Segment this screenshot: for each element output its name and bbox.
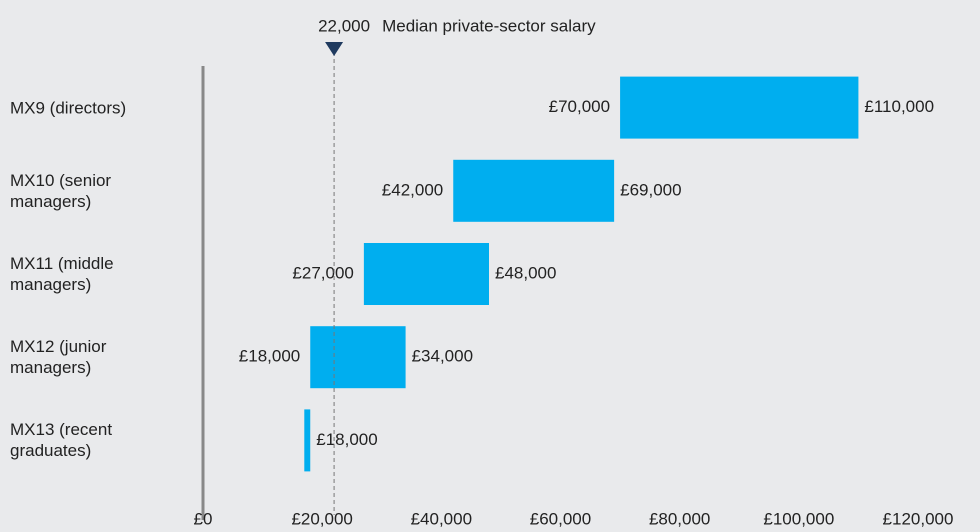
x-tick-label: £80,000 — [649, 509, 710, 528]
category-label: MX9 (directors) — [10, 98, 127, 118]
range-bar — [453, 159, 615, 222]
x-tick-label: £120,000 — [883, 509, 954, 528]
high-label: £48,000 — [495, 263, 556, 282]
x-tick-label: £40,000 — [411, 509, 472, 528]
category-label: MX13 (recent graduates) — [10, 420, 113, 461]
range-bar — [304, 409, 311, 472]
high-label: £69,000 — [620, 180, 681, 199]
range-bar — [310, 326, 406, 389]
low-label: £70,000 — [549, 97, 610, 116]
category-label: MX11 (middle managers) — [10, 254, 114, 294]
range-bar — [363, 243, 489, 305]
category-label: MX12 (junior managers) — [10, 337, 107, 378]
x-tick-label: £0 — [194, 509, 213, 528]
range-bar — [620, 76, 859, 139]
reference-marker — [325, 42, 344, 56]
low-label: £27,000 — [292, 263, 353, 282]
low-label: £18,000 — [239, 347, 300, 366]
high-label: £34,000 — [412, 347, 473, 366]
reference-annotation: Median private-sector salary — [382, 16, 596, 35]
high-label: £110,000 — [864, 97, 934, 116]
category-label: MX10 (senior managers) — [10, 170, 112, 211]
high-label: £18,000 — [316, 430, 377, 449]
reference-value-label: 22,000 — [318, 16, 370, 35]
x-tick-label: £20,000 — [291, 509, 352, 528]
x-tick-label: £100,000 — [763, 509, 834, 528]
low-label: £42,000 — [382, 180, 443, 199]
x-tick-label: £60,000 — [530, 509, 591, 528]
